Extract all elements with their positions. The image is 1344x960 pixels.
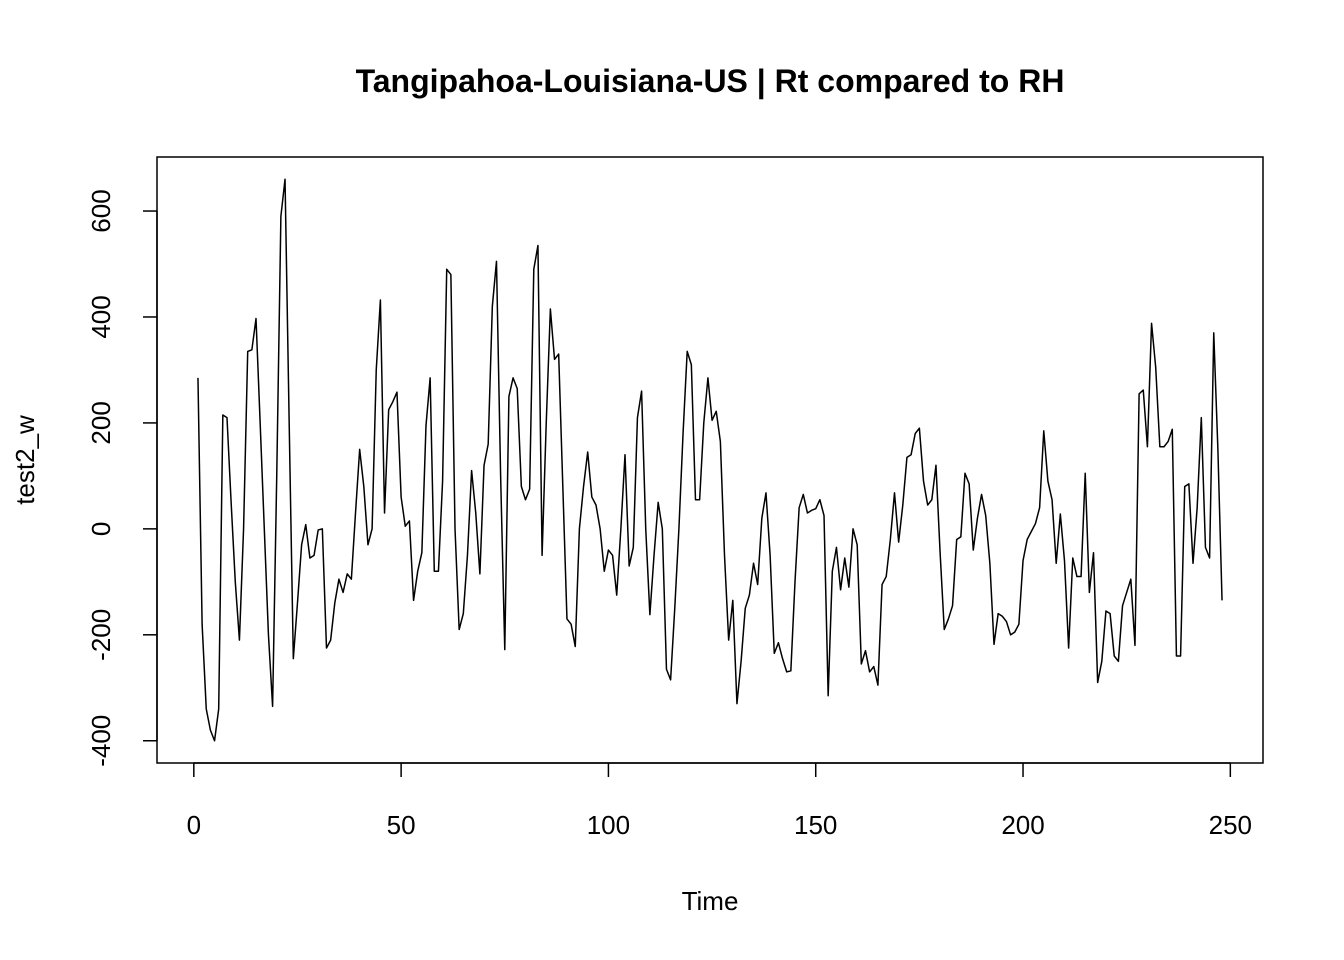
y-axis-label: test2_w [10, 415, 40, 505]
y-tick-label: -200 [86, 609, 116, 661]
chart-title: Tangipahoa-Louisiana-US | Rt compared to… [356, 63, 1065, 99]
y-tick-label: -400 [86, 715, 116, 767]
y-tick-label: 600 [86, 189, 116, 232]
x-tick-label: 50 [387, 810, 416, 840]
x-tick-label: 200 [1001, 810, 1044, 840]
x-axis-label: Time [682, 886, 739, 916]
y-tick-label: 400 [86, 295, 116, 338]
x-tick-label: 150 [794, 810, 837, 840]
series-line [197, 178, 1223, 742]
y-tick-label: 0 [86, 522, 116, 536]
x-tick-label: 0 [187, 810, 201, 840]
x-tick-label: 250 [1209, 810, 1252, 840]
y-tick-label: 200 [86, 401, 116, 444]
x-tick-label: 100 [587, 810, 630, 840]
